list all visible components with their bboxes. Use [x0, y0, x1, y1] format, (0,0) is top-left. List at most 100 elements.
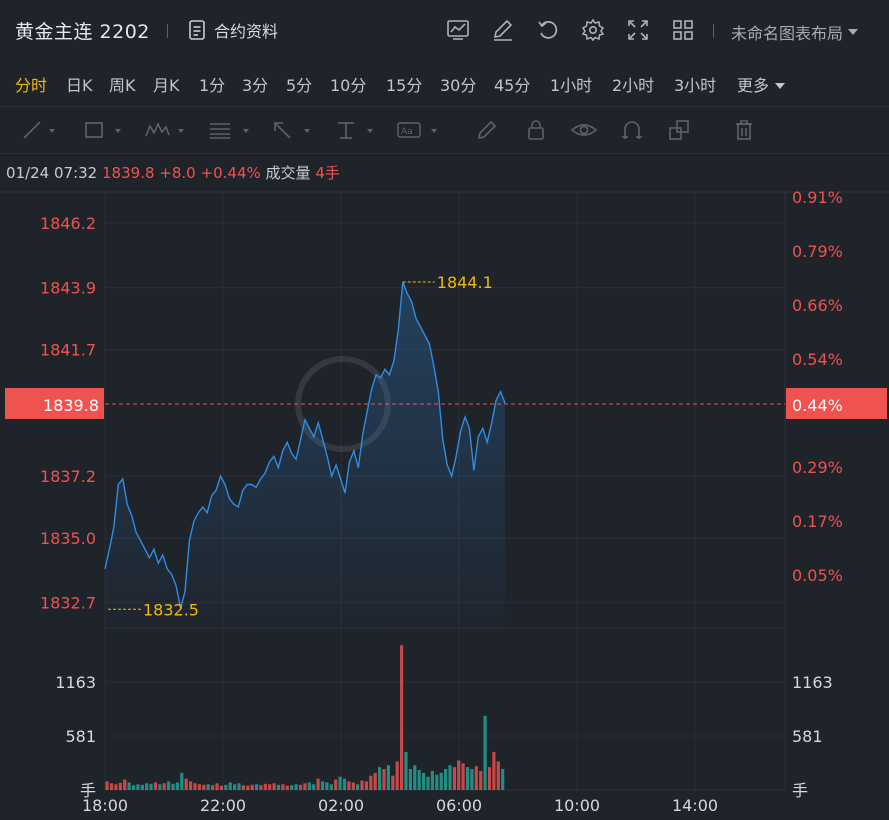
volume-bar [369, 775, 373, 790]
volume-bar [439, 772, 443, 790]
fib-tool-icon[interactable] [208, 119, 252, 141]
volume-bar [219, 785, 223, 790]
drawing-toolbar: Aa [0, 106, 889, 154]
volume-bar [400, 645, 404, 790]
current-price-text: 1839.8 [43, 396, 99, 415]
volume-bar [184, 778, 188, 790]
volume-bar [140, 784, 144, 790]
price-tick-label: 1846.2 [40, 214, 96, 233]
price-tick-label: 1835.0 [40, 529, 96, 548]
grid-layout-icon[interactable] [669, 16, 697, 44]
volume-bar [237, 783, 241, 790]
text-tool-icon[interactable]: Aa [397, 119, 441, 141]
tab-5min[interactable]: 5分 [286, 76, 313, 95]
volume-bar [457, 760, 461, 790]
pct-tick-label: 0.91% [792, 188, 843, 207]
price-tick-label: 1843.9 [40, 279, 96, 298]
volume-bar [246, 785, 250, 790]
volume-bar [175, 782, 179, 790]
volume-bar [215, 783, 219, 790]
rect-tool-icon[interactable] [84, 119, 124, 141]
quote-info-line: 01/24 07:32 1839.8 +8.0 +0.44% 成交量 4手 [6, 162, 340, 183]
volume-label: 成交量 [265, 164, 311, 182]
volume-tick-label: 1163 [55, 673, 96, 692]
pct-tick-label: 0.17% [792, 512, 843, 531]
tab-10min[interactable]: 10分 [330, 76, 367, 95]
volume-bar [351, 782, 355, 790]
refresh-icon[interactable] [534, 16, 562, 44]
tab-3hour[interactable]: 3小时 [674, 76, 717, 95]
volume-bar [347, 781, 351, 790]
line-tool-icon[interactable] [22, 119, 56, 141]
volume-bar [496, 761, 500, 790]
volume-bar [294, 784, 298, 790]
volume-bar [430, 770, 434, 790]
tab-day-k[interactable]: 日K [66, 76, 93, 95]
tab-1hour[interactable]: 1小时 [550, 76, 593, 95]
volume-bar [250, 784, 254, 790]
gear-icon[interactable] [579, 16, 607, 44]
layout-dropdown[interactable]: 未命名图表布局 [731, 20, 859, 44]
fullscreen-icon[interactable] [624, 16, 652, 44]
trash-icon[interactable] [734, 119, 754, 141]
chart-settings-icon[interactable] [444, 16, 472, 44]
svg-text:Aa: Aa [401, 127, 413, 137]
time-tick-label: 06:00 [436, 796, 482, 815]
tab-month-k[interactable]: 月K [153, 76, 180, 95]
tab-more[interactable]: 更多 [737, 72, 786, 96]
volume-bar [307, 782, 311, 790]
magnet-icon[interactable] [621, 119, 643, 141]
volume-bar [136, 784, 140, 790]
time-tick-label: 18:00 [82, 796, 128, 815]
tab-more-label: 更多 [737, 76, 770, 95]
pct-tick-label: 0.66% [792, 296, 843, 315]
wave-tool-icon[interactable] [145, 119, 187, 141]
top-bar: 黄金主连 2202 合约资料 未命名图表布局 [0, 0, 889, 60]
tab-1min[interactable]: 1分 [199, 76, 226, 95]
volume-bar [303, 783, 307, 790]
volume-bar [276, 784, 281, 790]
current-pct-text: 0.44% [792, 396, 843, 415]
volume-bar [206, 784, 210, 790]
quote-change: +8.0 [159, 164, 196, 182]
tab-2hour[interactable]: 2小时 [612, 76, 655, 95]
arrow-tool-icon[interactable] [272, 119, 312, 141]
contract-info-button[interactable]: 合约资料 [188, 18, 278, 42]
volume-bar [298, 784, 303, 790]
volume-bar [123, 779, 127, 790]
volume-bar [109, 783, 114, 790]
eye-icon[interactable] [571, 119, 597, 141]
volume-bar [167, 781, 171, 790]
caret-down-icon [775, 83, 786, 89]
volume-bar [325, 782, 329, 790]
tab-15min[interactable]: 15分 [386, 76, 423, 95]
edit-icon[interactable] [489, 16, 517, 44]
volume-bar [114, 784, 118, 790]
volume-bar [224, 784, 228, 790]
pen-icon[interactable] [476, 119, 498, 141]
volume-bar [316, 778, 320, 790]
volume-bar [461, 763, 465, 790]
tab-3min[interactable]: 3分 [242, 76, 269, 95]
volume-value: 4手 [315, 164, 340, 182]
price-area [105, 282, 505, 628]
divider [167, 24, 168, 38]
volume-bar [228, 782, 232, 790]
tab-30min[interactable]: 30分 [440, 76, 477, 95]
lock-icon[interactable] [526, 119, 546, 141]
tab-45min[interactable]: 45分 [494, 76, 531, 95]
text-price-tool-icon[interactable] [336, 119, 376, 141]
min-price-label: 1832.5 [143, 600, 199, 619]
volume-bar [435, 774, 439, 790]
tab-timeshare[interactable]: 分时 [15, 76, 48, 95]
volume-bar [487, 767, 492, 790]
max-price-label: 1844.1 [437, 273, 493, 292]
volume-bar [426, 776, 430, 790]
volume-bar [255, 784, 259, 790]
volume-bar [105, 781, 109, 790]
quote-datetime: 01/24 07:32 [6, 164, 98, 182]
volume-bar [356, 784, 360, 790]
tab-week-k[interactable]: 周K [109, 76, 136, 95]
clone-icon[interactable] [668, 119, 692, 141]
